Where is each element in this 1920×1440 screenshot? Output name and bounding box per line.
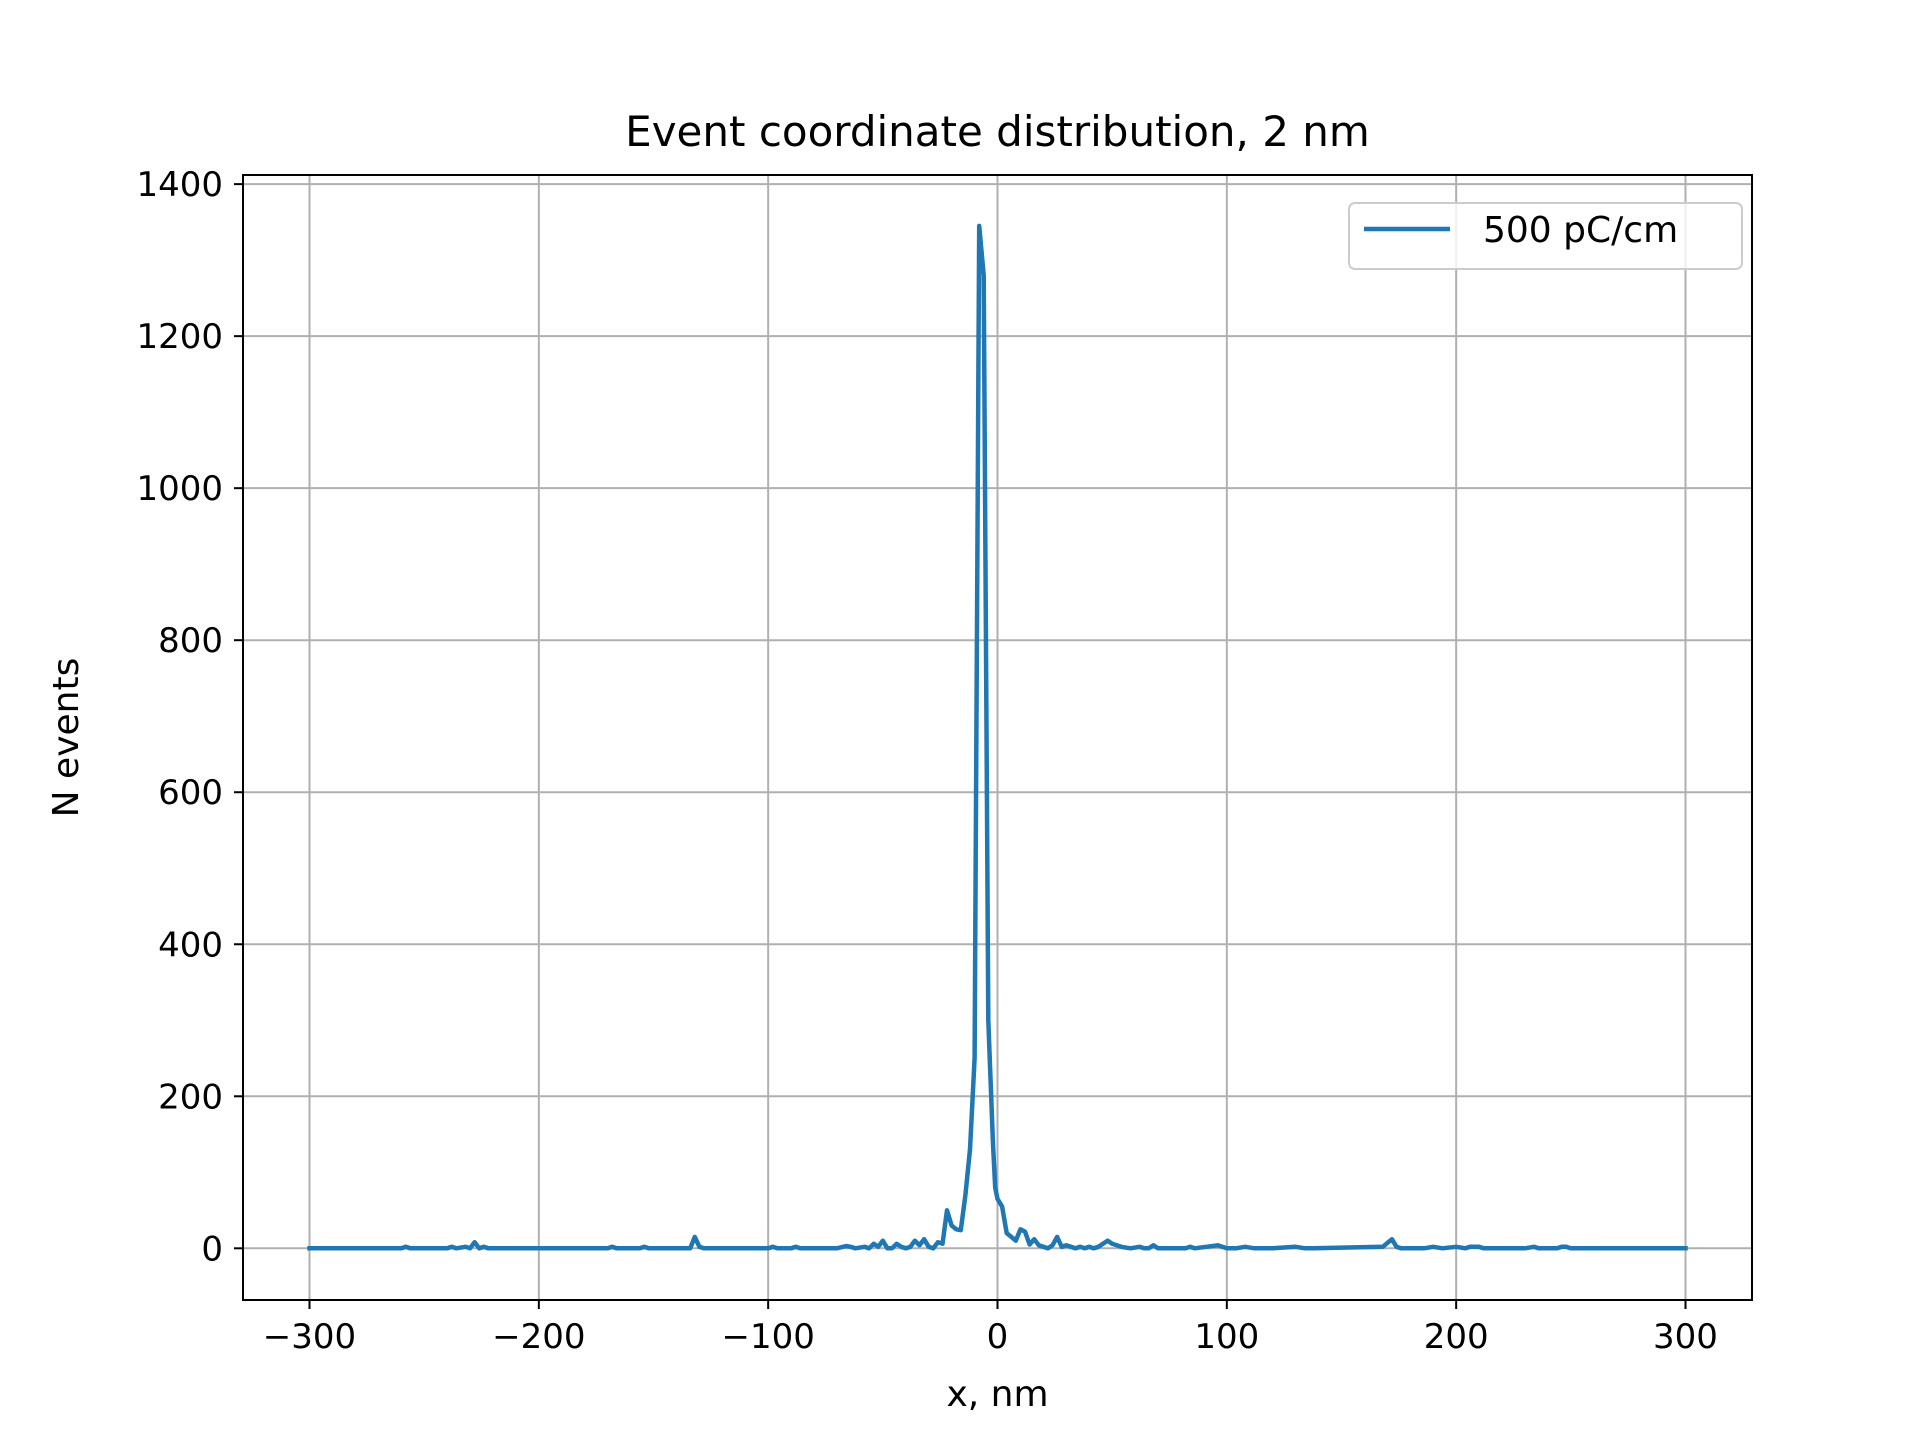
chart-title: Event coordinate distribution, 2 nm bbox=[625, 107, 1370, 156]
legend: 500 pC/cm bbox=[1348, 202, 1743, 270]
ticks: −300 −200 −100 0 100 200 300 0 200 400 600 800 1000 1… bbox=[136, 165, 1717, 1357]
y-tick-label: 800 bbox=[158, 621, 223, 661]
x-tick-label: 0 bbox=[987, 1317, 1009, 1357]
y-tick-label: 0 bbox=[201, 1229, 223, 1269]
y-tick-label: 200 bbox=[158, 1077, 223, 1117]
y-tick-label: 1400 bbox=[136, 165, 223, 205]
y-tick-label: 1000 bbox=[136, 469, 223, 509]
x-tick-label: 200 bbox=[1424, 1317, 1489, 1357]
x-tick-label: −300 bbox=[263, 1317, 356, 1357]
y-axis-label: N events bbox=[46, 658, 87, 818]
plot-area bbox=[307, 223, 1688, 1251]
y-tick-label: 600 bbox=[158, 773, 223, 813]
y-tick-label: 1200 bbox=[136, 317, 223, 357]
x-tick-label: 300 bbox=[1653, 1317, 1718, 1357]
x-axis-label: x, nm bbox=[946, 1374, 1048, 1415]
legend-box bbox=[1348, 202, 1743, 270]
series-line bbox=[307, 223, 1688, 1251]
y-tick-label: 400 bbox=[158, 925, 223, 965]
x-tick-label: −200 bbox=[492, 1317, 585, 1357]
grid bbox=[243, 175, 1752, 1300]
legend-label: 500 pC/cm bbox=[1483, 210, 1678, 251]
x-tick-label: 100 bbox=[1194, 1317, 1259, 1357]
x-tick-label: −100 bbox=[721, 1317, 814, 1357]
